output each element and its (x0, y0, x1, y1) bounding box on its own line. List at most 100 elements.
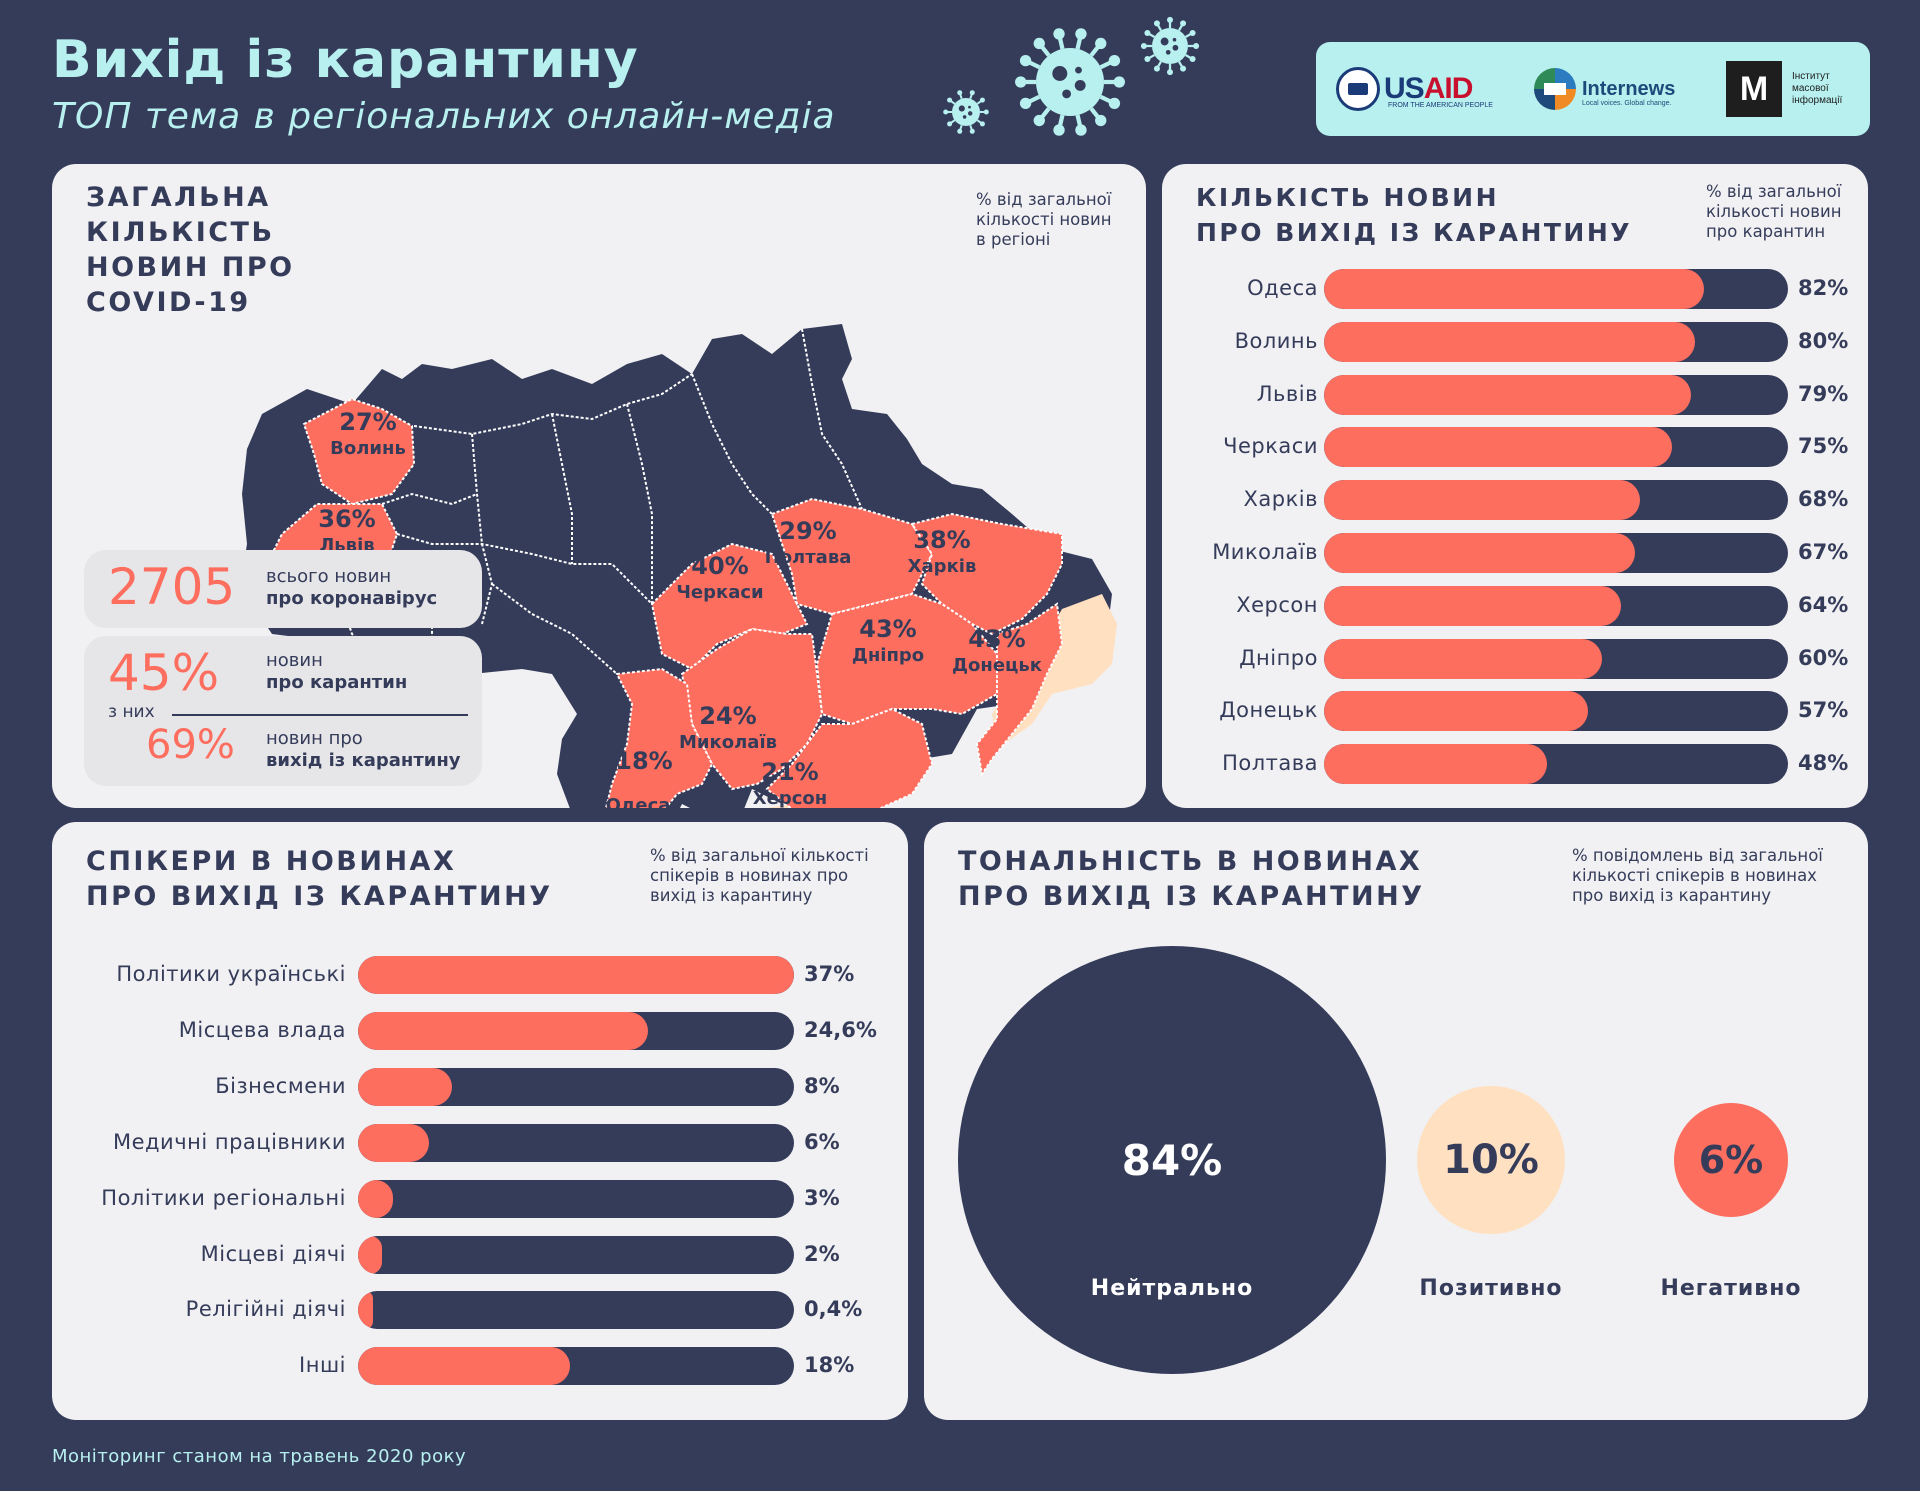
bar-category-label: Політики українські (116, 962, 346, 986)
bar-category-label: Донецьк (1219, 698, 1318, 723)
map-region-pct: 18% (615, 747, 672, 775)
bar-fill (1324, 744, 1547, 785)
usaid-word-aid: AID (1423, 72, 1474, 105)
bar-fill (1324, 269, 1705, 309)
bar-fill (358, 956, 794, 994)
exit-news-label-2: вихід із карантину (266, 750, 461, 771)
bar-value-label: 48% (1798, 751, 1849, 776)
tone-bubble-label: Негативно (1660, 1276, 1802, 1301)
bar-category-label: Миколаїв (1212, 540, 1318, 564)
bar-fill (1324, 585, 1621, 626)
usaid-word-us: US (1384, 72, 1425, 105)
page-subtitle: ТОП тема в регіональних онлайн-медіа (52, 96, 836, 137)
covid-news-map-card: ЗАГАЛЬНА КІЛЬКІСТЬ НОВИН ПРО COVID-19 % … (52, 164, 1146, 808)
bar-track (1324, 269, 1788, 309)
map-region-name: Херсон (753, 788, 827, 808)
bar-value-label: 82% (1798, 276, 1849, 300)
bar-value-label: 68% (1798, 487, 1849, 512)
usaid-logo: USAID FROM THE AMERICAN PEOPLE (1336, 42, 1493, 136)
footer-note: Моніторинг станом на травень 2020 року (52, 1446, 467, 1467)
bar-fill (358, 1179, 394, 1218)
map-region-kharkiv (910, 512, 1063, 636)
total-news-label-1: всього новин (266, 566, 392, 587)
exit-chart-note: % від загальної кількості новин про кара… (1706, 182, 1842, 241)
bar-track (358, 1011, 794, 1050)
bar-value-label: 79% (1798, 381, 1849, 406)
bar-category-label: Місцева влада (178, 1017, 346, 1042)
bar-track (1324, 427, 1788, 468)
map-region-pct: 21% (761, 758, 818, 786)
bar-category-label: Черкаси (1223, 434, 1318, 459)
virus-tiny-icon (943, 90, 989, 134)
internews-tagline: Local voices. Global change. (1582, 100, 1672, 107)
bar-value-label: 57% (1798, 698, 1849, 723)
bar-track (1324, 480, 1788, 521)
imi-mark: М (1726, 61, 1782, 117)
map-region-volyn (302, 397, 416, 506)
map-region-pct: 43% (968, 625, 1025, 653)
total-news-stat: 2705 всього новин про коронавірус (84, 550, 482, 628)
bar-fill (358, 1123, 429, 1162)
bar-track (1324, 691, 1788, 732)
bar-track (1324, 321, 1788, 362)
tone-bubble-label: Позитивно (1419, 1276, 1563, 1301)
quarantine-news-label-1: новин (266, 650, 323, 671)
bar-track (358, 1067, 794, 1106)
usaid-seal-icon (1336, 67, 1380, 111)
bar-fill (358, 1291, 374, 1330)
bar-category-label: Харків (1243, 487, 1318, 512)
divider (172, 714, 468, 716)
bar-fill (1324, 374, 1691, 415)
bar-track (1324, 374, 1788, 415)
map-region-pct: 29% (779, 517, 836, 545)
map-region-pct: 40% (691, 552, 748, 580)
map-region-name: Донецьк (952, 655, 1042, 676)
map-region-name: Волинь (330, 438, 406, 459)
total-news-value: 2705 (108, 558, 236, 616)
virus-small-icon (1140, 16, 1200, 76)
bar-value-label: 37% (804, 962, 855, 986)
map-region-cherkasy (650, 542, 809, 671)
map-region-donetsk (975, 602, 1064, 777)
bar-fill (1324, 638, 1603, 679)
bar-track (358, 1291, 794, 1330)
bar-category-label: Дніпро (1239, 645, 1318, 670)
tone-bubble-value: 6% (1698, 1137, 1764, 1182)
exit-news-label-1: новин про (266, 728, 363, 749)
tone-chart-title: ТОНАЛЬНІСТЬ В НОВИНАХ ПРО ВИХІД ІЗ КАРАН… (958, 846, 1425, 912)
bar-category-label: Політики регіональні (101, 1185, 346, 1210)
tone-bubble: 84% (958, 946, 1386, 1374)
covid-panel-title: ЗАГАЛЬНА КІЛЬКІСТЬ НОВИН ПРО COVID-19 (86, 182, 295, 318)
map-region-pct: 36% (318, 505, 375, 533)
bar-value-label: 8% (804, 1073, 840, 1098)
total-news-label-2: про коронавірус (266, 588, 438, 609)
bar-track (1324, 744, 1788, 785)
bar-fill (358, 1235, 382, 1274)
bar-category-label: Медичні працівники (113, 1129, 346, 1154)
bar-value-label: 80% (1798, 328, 1849, 353)
bar-track (358, 1235, 794, 1274)
quarantine-news-stat: 45% новин про карантин з них 69% новин п… (84, 636, 482, 786)
bar-track (1324, 533, 1788, 573)
bar-track (358, 956, 794, 994)
map-region-kherson (765, 707, 934, 808)
quarantine-news-label-2: про карантин (266, 672, 408, 693)
bar-value-label: 60% (1798, 645, 1849, 670)
bar-fill (1324, 691, 1589, 732)
virus-large-icon (1015, 28, 1125, 136)
exit-chart-title: КІЛЬКІСТЬ НОВИН ПРО ВИХІД ІЗ КАРАНТИНУ (1196, 183, 1633, 247)
covid-panel-note: % від загальної кількості новин в регіон… (976, 190, 1112, 249)
map-region-name: Черкаси (676, 582, 763, 603)
bar-fill (1324, 427, 1672, 468)
internews-logo: Internews Local voices. Global change. (1534, 42, 1675, 136)
partner-logos: USAID FROM THE AMERICAN PEOPLE Internews… (1316, 42, 1870, 136)
bar-value-label: 6% (804, 1129, 840, 1154)
map-region-pct: 24% (699, 702, 756, 730)
bar-value-label: 2% (804, 1241, 840, 1266)
bar-value-label: 0,4% (804, 1297, 863, 1322)
bar-value-label: 24,6% (804, 1017, 877, 1042)
map-region-pct: 27% (339, 408, 396, 436)
quarantine-news-value: 45% (108, 644, 220, 702)
bar-category-label: Релігійні діячі (185, 1297, 346, 1322)
map-region-dnipro (815, 592, 998, 726)
